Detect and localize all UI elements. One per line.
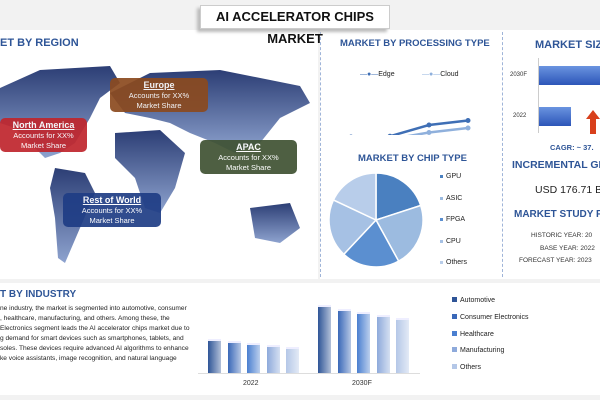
market-size-heading: MARKET SIZ bbox=[535, 39, 600, 51]
processing-heading: MARKET BY PROCESSING TYPE bbox=[340, 38, 490, 49]
africa-shape bbox=[115, 130, 185, 213]
bar-2022-manufacturing bbox=[266, 345, 280, 373]
line-edge bbox=[389, 119, 469, 135]
point-cloud bbox=[465, 125, 471, 131]
industry-legend-others: Others bbox=[452, 364, 481, 371]
bar-2022-consumer-electronics bbox=[227, 341, 241, 373]
industry-legend-consumer-electronics: Consumer Electronics bbox=[452, 313, 528, 321]
industry-description: ne industry, the market is segmented int… bbox=[0, 304, 190, 364]
text-line: ke voice assistants, image recognition, … bbox=[0, 355, 177, 362]
pie-slice-gpu bbox=[375, 172, 422, 222]
growth-arrow-icon bbox=[586, 110, 600, 134]
pie-legend-cpu: CPU bbox=[440, 238, 461, 245]
size-label-2030f: 2030F bbox=[510, 72, 528, 78]
processing-line-chart bbox=[349, 118, 471, 135]
pie-slice-fpga bbox=[342, 218, 400, 268]
point-cloud bbox=[426, 130, 432, 135]
size-bar-2030f bbox=[539, 66, 600, 85]
point-edge bbox=[426, 122, 432, 128]
chip-heading: MARKET BY CHIP TYPE bbox=[358, 153, 467, 164]
region-box-north-america: North America Accounts for XX% Market Shar… bbox=[0, 118, 87, 152]
chip-pie-chart bbox=[328, 172, 424, 268]
text-line: Electronics segment leads the AI acceler… bbox=[0, 325, 190, 332]
legend-cloud: —●—Cloud bbox=[422, 71, 459, 78]
text-line: soles. These devices require advanced AI… bbox=[0, 345, 189, 352]
divider bbox=[320, 32, 321, 277]
cagr: CAGR: ~ 37. bbox=[550, 143, 594, 152]
region-box-rest-of-world: Rest of World Accounts for XX% Market Shar… bbox=[63, 193, 161, 227]
region-box-europe: Europe Accounts for XX% Market Share bbox=[110, 78, 208, 112]
industry-panel bbox=[0, 283, 600, 395]
text-line: , healthcare, manufacturing, and others.… bbox=[0, 315, 170, 322]
size-bar-2022 bbox=[539, 107, 571, 126]
region-heading: ET BY REGION bbox=[0, 37, 79, 49]
pie-slice-cpu bbox=[328, 198, 378, 256]
pie-legend-asic: ASIC bbox=[440, 195, 462, 202]
bar-2022-automotive bbox=[208, 339, 221, 373]
australia-shape bbox=[250, 203, 300, 243]
industry-axis bbox=[198, 373, 420, 374]
pie-legend-gpu: GPU bbox=[440, 173, 461, 180]
industry-xlabel-2030f: 2030F bbox=[352, 380, 372, 387]
region-box-apac: APAC Accounts for XX% Market Share bbox=[200, 140, 297, 174]
pie-slice-others bbox=[332, 172, 377, 222]
industry-legend-automotive: Automotive bbox=[452, 297, 495, 304]
historic-year: HISTORIC YEAR: 20 bbox=[531, 232, 593, 239]
pie-legend-others: Others bbox=[440, 259, 467, 266]
point-edge bbox=[349, 134, 353, 135]
industry-heading: T BY INDUSTRY bbox=[0, 289, 77, 300]
pie-slice-asic bbox=[374, 204, 424, 263]
point-edge bbox=[465, 118, 471, 123]
size-label-2022: 2022 bbox=[513, 113, 527, 119]
line-cloud bbox=[407, 126, 469, 135]
pie-legend-fpga: FPGA bbox=[440, 216, 465, 223]
base-year: BASE YEAR: 2022 bbox=[540, 245, 595, 252]
study-heading: MARKET STUDY PE bbox=[514, 209, 600, 220]
bar-2030f-healthcare bbox=[357, 312, 370, 373]
bar-2030f-manufacturing bbox=[376, 315, 390, 373]
bar-2022-healthcare bbox=[247, 343, 260, 373]
incremental-heading: INCREMENTAL GRO bbox=[512, 159, 600, 171]
industry-xlabel-2022: 2022 bbox=[243, 380, 259, 387]
point-edge bbox=[387, 133, 393, 135]
text-line: ne industry, the market is segmented int… bbox=[0, 305, 187, 312]
bar-2022-others bbox=[286, 347, 299, 373]
bar-2030f-others bbox=[396, 318, 409, 373]
industry-legend-healthcare: Healthcare bbox=[452, 330, 494, 338]
legend-edge: —●—Edge bbox=[360, 71, 395, 78]
incremental-value: USD 176.71 B bbox=[535, 184, 600, 196]
text-line: g demand for smart devices such as smart… bbox=[0, 335, 184, 342]
industry-legend-manufacturing: Manufacturing bbox=[452, 347, 504, 354]
divider bbox=[502, 32, 503, 277]
forecast-year: FORECAST YEAR: 2023 bbox=[519, 257, 592, 264]
size-axis bbox=[538, 58, 539, 133]
page-title: AI ACCELERATOR CHIPS MARKET bbox=[200, 5, 390, 46]
bar-2030f-automotive bbox=[318, 305, 331, 373]
bar-2030f-consumer-electronics bbox=[337, 309, 351, 373]
